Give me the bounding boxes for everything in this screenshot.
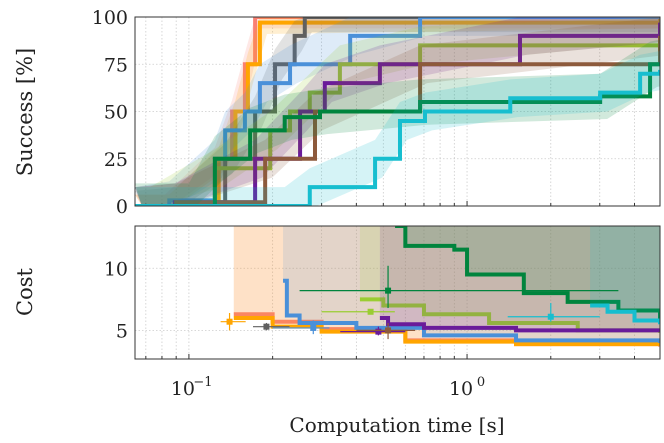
- x-tick-exponent: 0: [477, 375, 485, 390]
- mean-marker: [547, 313, 554, 320]
- confidence-band: [283, 226, 660, 343]
- mean-marker: [385, 327, 392, 334]
- confidence-band: [135, 17, 660, 206]
- series-line-5: [395, 226, 660, 321]
- mean-marker: [375, 328, 382, 335]
- confidence-band: [359, 226, 660, 333]
- confidence-band: [379, 226, 660, 331]
- confidence-band: [590, 226, 660, 325]
- mean-marker: [367, 308, 374, 315]
- x-tick-exponent: −1: [193, 375, 212, 390]
- y-tick-label: 100: [92, 7, 128, 29]
- mean-marker: [310, 324, 317, 331]
- y-tick-label: 0: [116, 196, 128, 218]
- confidence-band: [135, 39, 660, 206]
- series-line-7: [135, 62, 660, 206]
- series-group: [220, 226, 660, 347]
- x-tick-label: 10: [171, 378, 195, 400]
- series-line-1: [135, 17, 660, 206]
- mean-marker: [263, 323, 270, 330]
- series-line-0: [135, 17, 660, 206]
- y-tick-label: 5: [116, 320, 128, 342]
- series-line-6: [135, 35, 660, 206]
- y-tick-label: 25: [104, 149, 128, 171]
- series-group: [135, 17, 660, 206]
- series-line-4: [379, 315, 660, 333]
- x-axis-label: Computation time [s]: [289, 413, 504, 437]
- series-line-2: [283, 278, 660, 343]
- mean-marker: [385, 287, 392, 294]
- success-panel: 0 25 50 75 100: [92, 7, 661, 218]
- confidence-band: [135, 51, 660, 206]
- axes-frame: [134, 16, 661, 207]
- x-tick-label: 10: [449, 378, 473, 400]
- mean-marker: [226, 318, 233, 325]
- y-tick-label: 75: [104, 54, 128, 76]
- series-line-6: [590, 303, 660, 325]
- series-line-8: [135, 69, 660, 206]
- y-tick-label: 50: [104, 102, 128, 124]
- cost-ylabel: Cost: [13, 267, 37, 315]
- confidence-band: [135, 17, 660, 206]
- axes-frame: [134, 225, 661, 360]
- y-tick-label: 10: [104, 258, 128, 280]
- success-ylabel: Success [%]: [13, 48, 37, 176]
